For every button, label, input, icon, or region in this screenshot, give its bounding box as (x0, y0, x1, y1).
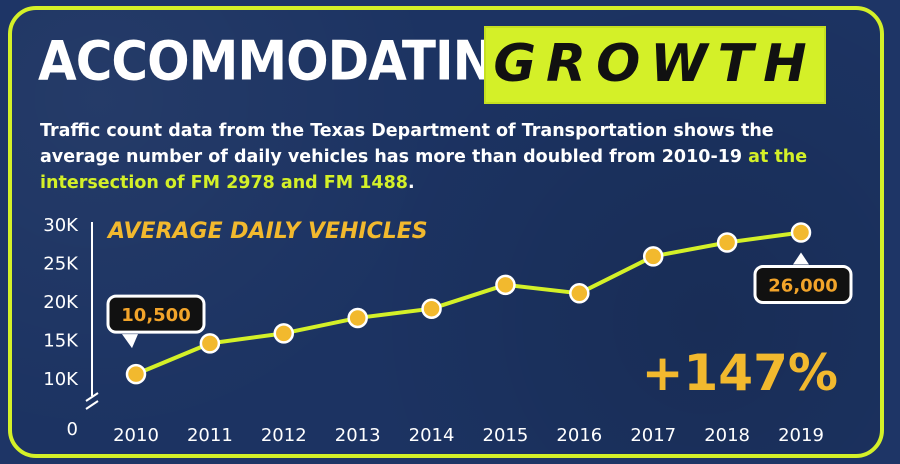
growth-percentage: +147% (642, 344, 838, 402)
title-accommodating: ACCOMMODATING (38, 30, 535, 93)
x-tick-label: 2014 (409, 425, 455, 446)
data-point (569, 283, 590, 304)
annotation-callout: 10,500 (106, 294, 206, 349)
callout-label: 10,500 (121, 305, 190, 326)
data-point (642, 246, 664, 267)
data-point (495, 274, 516, 296)
x-tick-label: 2011 (187, 425, 233, 446)
data-point (421, 298, 442, 319)
callout-box (753, 264, 853, 304)
callout-pointer (793, 252, 809, 265)
x-tick-label: 2018 (704, 425, 750, 446)
data-point (790, 222, 812, 243)
y-tick-label: 15K (43, 331, 79, 352)
x-tick-label: 2013 (335, 425, 381, 446)
data-point (716, 232, 738, 253)
x-tick-label: 2017 (630, 425, 676, 446)
y-tick-label: 30K (43, 215, 79, 236)
x-tick-label: 2012 (261, 425, 307, 446)
series-line (135, 230, 802, 376)
annotation-callout: 26,000 (753, 252, 853, 304)
description: Traffic count data from the Texas Depart… (40, 118, 840, 196)
y-tick-label: 20K (43, 292, 79, 313)
callout-box (106, 294, 206, 334)
y-tick-label: 0 (67, 419, 78, 440)
description-highlight: at the intersection of FM 2978 and FM 14… (40, 147, 808, 193)
data-point (273, 323, 295, 344)
chart-title: AVERAGE DAILY VEHICLES (106, 219, 428, 244)
y-tick-label: 25K (43, 254, 79, 275)
description-end: . (407, 173, 415, 193)
data-point (125, 363, 147, 385)
callout-pointer (122, 334, 138, 349)
x-tick-label: 2019 (778, 425, 824, 446)
axis-break-mark (85, 400, 99, 410)
title-growth: GROWTH (493, 34, 817, 94)
axis-break-mark (85, 392, 99, 402)
x-tick-label: 2016 (556, 425, 602, 446)
callout-label: 26,000 (768, 275, 837, 296)
title-growth-box: GROWTH (486, 28, 824, 102)
x-tick-label: 2015 (483, 425, 529, 446)
data-point (199, 333, 221, 354)
description-main: Traffic count data from the Texas Depart… (40, 121, 774, 167)
y-tick-label: 10K (43, 369, 79, 390)
x-tick-label: 2010 (113, 425, 159, 446)
data-point (347, 307, 368, 329)
